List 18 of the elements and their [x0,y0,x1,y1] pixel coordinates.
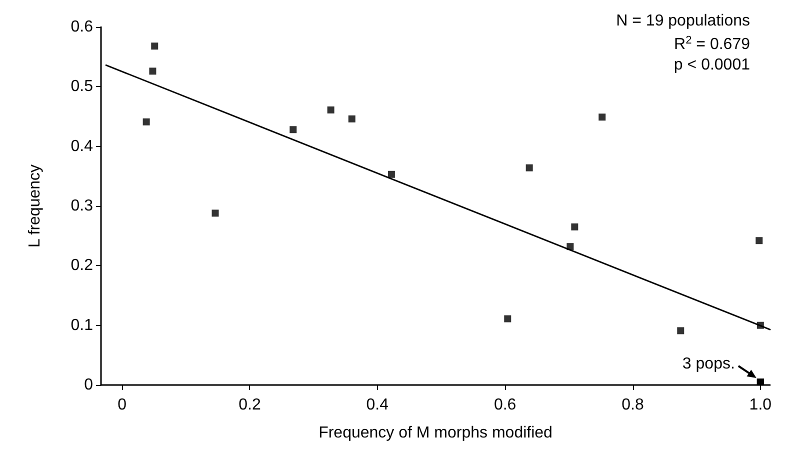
y-tick-label: 0 [84,376,94,394]
x-tick-label: 0.8 [622,396,644,414]
annotation: p < 0.0001 [674,56,750,74]
y-tick-label: 0.5 [70,78,94,96]
annotation: N = 19 populations [616,12,750,30]
y-tick-label: 0.6 [70,18,94,36]
x-tick-label: 0.2 [238,396,261,414]
x-tick-label: 0.6 [494,396,516,414]
annotation: 3 pops. [682,356,735,373]
y-tick-label: 0.1 [70,316,94,334]
y-tick-label: 0.3 [70,198,94,214]
y-axis-title: L frequency [26,164,44,248]
x-tick-label: 0 [118,396,127,414]
y-tick-label: 0.4 [70,138,94,155]
x-tick-label: 0.4 [366,396,389,414]
y-tick-label: 0.2 [70,257,94,274]
x-axis-title: Frequency of M morphs modified [318,424,552,442]
x-tick-label: 1.0 [749,396,772,414]
